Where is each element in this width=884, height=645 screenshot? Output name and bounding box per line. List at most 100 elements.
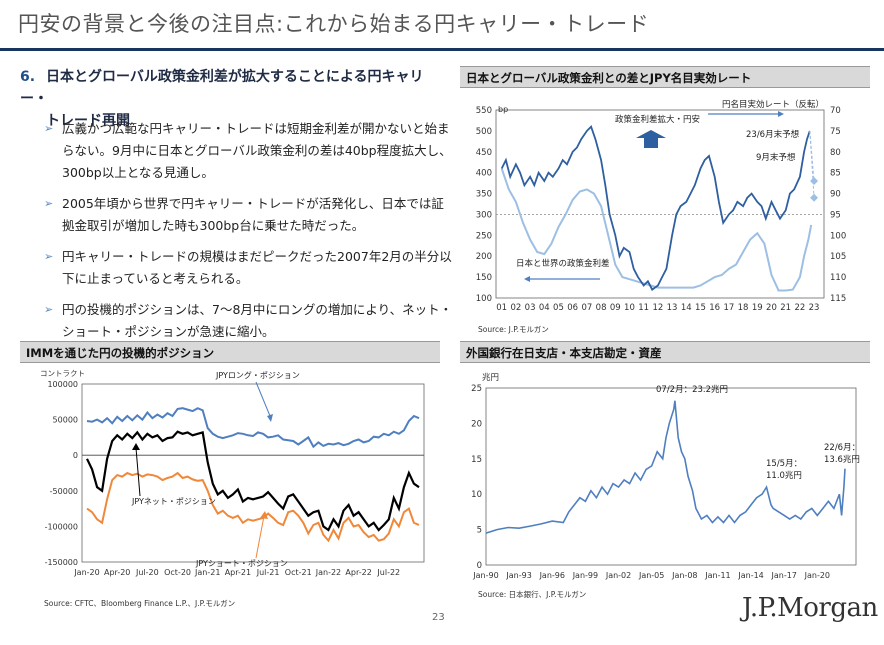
y-tick-label: 15 xyxy=(471,455,482,465)
bullet-text: 2005年頃から世界で円キャリー・トレードが活発化し、日本では証拠金取引が増加し… xyxy=(62,196,444,233)
imm-chart-source: Source: CFTC、Bloomberg Finance L.P.、J.P.… xyxy=(44,599,236,608)
y2-tick-label: 115 xyxy=(830,294,846,304)
x-tick-label: 05 xyxy=(553,303,564,313)
spread-chart-source: Source: J.P.モルガン xyxy=(478,325,549,334)
x-tick-label: Oct-20 xyxy=(164,568,191,577)
x-tick-label: Jan-22 xyxy=(315,568,341,577)
imm-chart: 100000 50000 0 -50000 -100000 -150000 コントラクト Ja… xyxy=(40,369,425,577)
x-tick-label: 22 xyxy=(794,303,805,313)
y-tick-label: 100 xyxy=(476,294,492,304)
x-tick-label: Jan-90 xyxy=(472,571,498,580)
x-tick-label: Jan-99 xyxy=(572,571,598,580)
x-tick-label: Jan-17 xyxy=(771,571,797,580)
y2-tick-label: 105 xyxy=(830,252,846,262)
long-pointer-line xyxy=(255,381,271,417)
forecast-marker xyxy=(810,193,819,202)
left-pointer-arrowhead xyxy=(524,276,530,282)
x-tick-label: 01 xyxy=(496,303,507,313)
spread-chart-title: 日本とグローバル政策金利との差とJPY名目実効レート xyxy=(460,66,870,88)
y-tick-label: -50000 xyxy=(50,487,78,496)
x-tick-label: Jul-20 xyxy=(135,568,159,577)
x-tick-label: 08 xyxy=(596,303,607,313)
arrow-bullet-icon: ➢ xyxy=(44,197,54,210)
x-tick-label: Apr-22 xyxy=(345,568,371,577)
x-tick-label: Apr-21 xyxy=(225,568,251,577)
x-tick-label: Jan-20 xyxy=(804,571,830,580)
y2-tick-label: 95 xyxy=(830,210,841,220)
spread-series-line xyxy=(500,168,813,292)
x-tick-label: Jan-11 xyxy=(704,571,730,580)
x-tick-label: Jan-21 xyxy=(194,568,220,577)
short-position-line xyxy=(86,471,420,543)
x-tick-label: Jan-20 xyxy=(73,568,99,577)
bullet-text: 円の投機的ポジションは、7～8月中にロングの増加により、ネット・ショート・ポジシ… xyxy=(62,302,453,339)
short-pointer-arrowhead xyxy=(260,511,268,519)
y-tick-label: 150 xyxy=(476,273,492,283)
latest-annotation-line2: 13.6兆円 xyxy=(824,454,860,465)
y2-tick-label: 70 xyxy=(830,106,841,116)
mid-annotation-line2: 11.0兆円 xyxy=(766,470,802,481)
right-pointer-arrowhead xyxy=(778,111,784,117)
x-tick-label: 04 xyxy=(539,303,550,313)
net-position-label: JPYネット・ポジション xyxy=(131,497,216,506)
y-tick-label: 0 xyxy=(477,561,482,571)
y-tick-label: 500 xyxy=(476,127,492,137)
long-position-label: JPYロング・ポジション xyxy=(215,370,300,380)
y-tick-label: 200 xyxy=(476,252,492,262)
bullet-text: 広義かつ広範な円キャリー・トレードは短期金利差が開かないと始まらない。9月中に日… xyxy=(62,121,452,180)
y-tick-label: 10 xyxy=(471,490,482,500)
x-tick-label: 21 xyxy=(780,303,791,313)
x-tick-label: 11 xyxy=(638,303,649,313)
forecast-a-label: 23/6月末予想 xyxy=(746,129,800,140)
y-tick-label: 400 xyxy=(476,169,492,179)
x-tick-label: 13 xyxy=(667,303,678,313)
lead-number: 6. xyxy=(20,69,36,85)
peak-annotation: 07/2月：23.2兆円 xyxy=(656,384,728,395)
y2-tick-label: 110 xyxy=(830,273,846,283)
x-tick-label: Jul-22 xyxy=(376,568,400,577)
latest-annotation-line1: 22/6月： xyxy=(824,443,860,453)
y-tick-label: 20 xyxy=(471,419,482,429)
x-tick-label: Jan-93 xyxy=(505,571,531,580)
plot-frame xyxy=(81,383,425,563)
y-tick-label: 250 xyxy=(476,231,492,241)
net-pointer-line xyxy=(135,447,141,497)
x-tick-label: 15 xyxy=(695,303,706,313)
plot-frame xyxy=(485,387,857,566)
bullet-item: ➢ 円キャリー・トレードの規模はまだピークだった2007年2月の半分以下に止まって… xyxy=(44,246,454,290)
x-tick-label: 14 xyxy=(681,303,692,313)
y-tick-label: 50000 xyxy=(53,416,78,425)
forecast-line xyxy=(809,130,815,198)
y-tick-label: 25 xyxy=(471,384,482,394)
x-tick-label: 12 xyxy=(652,303,663,313)
lead-heading: 6. 日本とグローバル政策金利差が拡大することによる円キャリー・ トレード再開 xyxy=(20,66,450,132)
y2-tick-label: 90 xyxy=(830,190,841,200)
x-tick-label: Jul-21 xyxy=(256,568,280,577)
bullet-list: ➢ 広義かつ広範な円キャリー・トレードは短期金利差が開かないと始まらない。9月中に… xyxy=(44,118,454,352)
x-tick-label: Jan-02 xyxy=(605,571,631,580)
x-tick-label: Jan-08 xyxy=(671,571,697,580)
jpy-rate-series-line xyxy=(500,125,811,291)
x-tick-label: 06 xyxy=(567,303,578,313)
x-tick-label: 23 xyxy=(809,303,820,313)
x-tick-label: 18 xyxy=(738,303,749,313)
banks-chart-title: 外国銀行在日支店・本支店勘定・資産 xyxy=(460,341,870,363)
banks-chart-source: Source: 日本銀行、J.P.モルガン xyxy=(478,590,587,599)
y2-tick-label: 75 xyxy=(830,127,841,137)
plot-frame xyxy=(495,109,825,299)
right-series-label: 円名目実効レート（反転） xyxy=(722,99,824,110)
y-tick-label: 300 xyxy=(476,210,492,220)
y-unit-label: 兆円 xyxy=(482,372,499,383)
net-pointer-arrowhead xyxy=(132,443,140,450)
x-tick-label: 07 xyxy=(581,303,592,313)
x-tick-label: 17 xyxy=(723,303,734,313)
x-tick-label: 09 xyxy=(610,303,621,313)
bullet-item: ➢ 円の投機的ポジションは、7～8月中にロングの増加により、ネット・ショート・ポジ… xyxy=(44,299,454,343)
arrow-bullet-icon: ➢ xyxy=(44,303,54,316)
y-unit-label: bp xyxy=(498,105,508,114)
x-tick-label: Jan-14 xyxy=(737,571,763,580)
x-tick-label: 10 xyxy=(624,303,635,313)
arrow-bullet-icon: ➢ xyxy=(44,250,54,263)
short-position-label: JPYショート・ポジション xyxy=(195,559,288,568)
x-tick-label: Oct-21 xyxy=(285,568,312,577)
